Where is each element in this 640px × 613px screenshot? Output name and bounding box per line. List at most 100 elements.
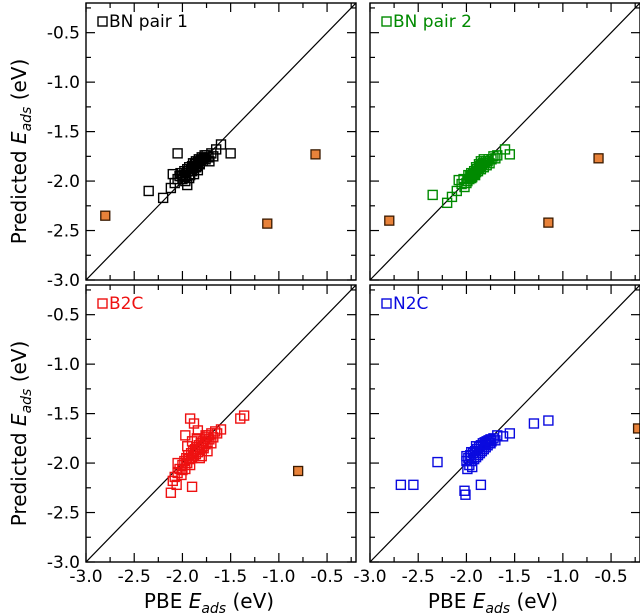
data-point	[543, 415, 554, 426]
data-point	[292, 465, 304, 477]
x-axis-label-symbol: E	[189, 589, 202, 613]
x-tick-label: -2.0	[450, 567, 483, 587]
data-point	[593, 153, 604, 164]
data-point	[157, 192, 169, 204]
data-points	[165, 410, 304, 498]
panel-2: BN pair 2	[369, 2, 640, 281]
data-points	[395, 415, 640, 500]
data-point	[492, 430, 503, 441]
data-point	[165, 487, 177, 498]
y-axis-label-unit: (eV)	[7, 341, 31, 389]
legend: B2C	[97, 294, 143, 314]
data-point	[468, 168, 480, 180]
y-tick-label: -1.0	[47, 355, 80, 375]
data-point	[432, 456, 443, 468]
y-axis-label-symbol: E	[7, 131, 31, 144]
data-point	[504, 149, 516, 160]
legend-marker	[381, 298, 392, 309]
data-point	[167, 168, 178, 180]
data-point	[225, 148, 236, 159]
data-point	[478, 154, 489, 165]
data-point	[475, 479, 487, 491]
data-point	[182, 179, 193, 191]
y-tick-label: -1.5	[47, 123, 80, 143]
panel-3: -0.5 -1.0 -1.5 -2.0 -2.5 -3.0-3.0 -2.5 -2.0 -1.5…	[7, 284, 357, 613]
y-tick-label: -2.5	[47, 504, 80, 524]
y-axis-label-main: Predicted	[7, 426, 31, 526]
x-axis-label-subscript: ads	[485, 601, 510, 613]
data-point	[543, 217, 554, 228]
x-axis-label-main: PBE	[428, 589, 473, 613]
data-point	[427, 189, 438, 201]
data-point	[467, 461, 478, 473]
x-tick-label: -2.5	[118, 567, 151, 587]
y-tick-label: -2.0	[47, 172, 80, 192]
legend-label: B2C	[109, 294, 143, 314]
series-2	[100, 149, 321, 229]
x-tick-label: -1.5	[498, 567, 531, 587]
panel-4: -3.0 -2.5 -2.0 -1.5 -1.0 -0.5 N2C PBE Eads (eV)	[353, 284, 640, 613]
x-tick-label: -2.0	[166, 567, 199, 587]
legend: BN pair 2	[381, 12, 472, 32]
x-axis-label: PBE Eads (eV)	[144, 589, 274, 613]
data-point	[262, 218, 273, 229]
data-point	[186, 481, 198, 493]
parity-line	[86, 3, 356, 280]
x-tick-label: -0.5	[594, 567, 627, 587]
legend-label: BN pair 2	[393, 12, 472, 32]
panel-frame	[85, 2, 357, 281]
x-axis-label-unit: (eV)	[510, 589, 558, 613]
x-tick-label: -0.5	[310, 567, 343, 587]
data-point	[475, 156, 487, 167]
data-point	[238, 410, 250, 421]
data-point	[180, 430, 191, 441]
data-point	[215, 424, 227, 435]
x-tick-label: -2.5	[402, 567, 435, 587]
data-point	[194, 158, 205, 169]
x-axis-label: PBE Eads (eV)	[428, 589, 558, 613]
data-point	[177, 464, 188, 476]
y-tick-label: -1.5	[47, 405, 80, 425]
series-1	[427, 144, 516, 209]
data-point	[408, 479, 419, 491]
legend: BN pair 1	[97, 12, 188, 32]
data-point	[492, 150, 503, 161]
data-point	[208, 151, 219, 162]
data-point	[215, 139, 227, 150]
data-point	[194, 452, 205, 464]
y-tick-label: -0.5	[47, 306, 80, 326]
y-axis-label-subscript: ads	[19, 107, 35, 132]
series-2	[292, 465, 304, 477]
data-point	[192, 164, 204, 176]
data-point	[395, 479, 407, 491]
parity-line	[370, 285, 640, 562]
x-tick-label: -3.0	[353, 567, 386, 587]
x-tick-label: -1.5	[214, 567, 247, 587]
panel-frame	[369, 284, 640, 563]
series-1	[165, 410, 250, 498]
legend: N2C	[381, 294, 428, 314]
x-axis-label-unit: (eV)	[226, 589, 274, 613]
legend-marker	[97, 298, 108, 309]
data-point	[172, 148, 183, 159]
y-axis-label: Predicted Eads (eV)	[7, 341, 35, 527]
legend-marker	[97, 16, 108, 27]
data-point	[632, 423, 640, 434]
data-points	[100, 139, 321, 229]
x-tick-label: -1.0	[546, 567, 579, 587]
data-point	[310, 149, 321, 160]
panel-1: -0.5 -1.0 -1.5 -2.0 -2.5 -3.0 BN pair 1 Predict…	[7, 2, 357, 291]
data-point	[485, 438, 496, 449]
y-axis-label-unit: (eV)	[7, 59, 31, 107]
data-point	[191, 433, 203, 444]
parity-line	[370, 3, 640, 280]
parity-line	[86, 285, 356, 562]
series-1	[143, 139, 236, 204]
data-points	[384, 144, 604, 228]
series-1	[395, 415, 554, 500]
y-tick-label: -3.0	[47, 553, 80, 573]
legend-marker	[381, 16, 392, 27]
y-tick-label: -3.0	[47, 271, 80, 291]
data-point	[460, 489, 471, 500]
